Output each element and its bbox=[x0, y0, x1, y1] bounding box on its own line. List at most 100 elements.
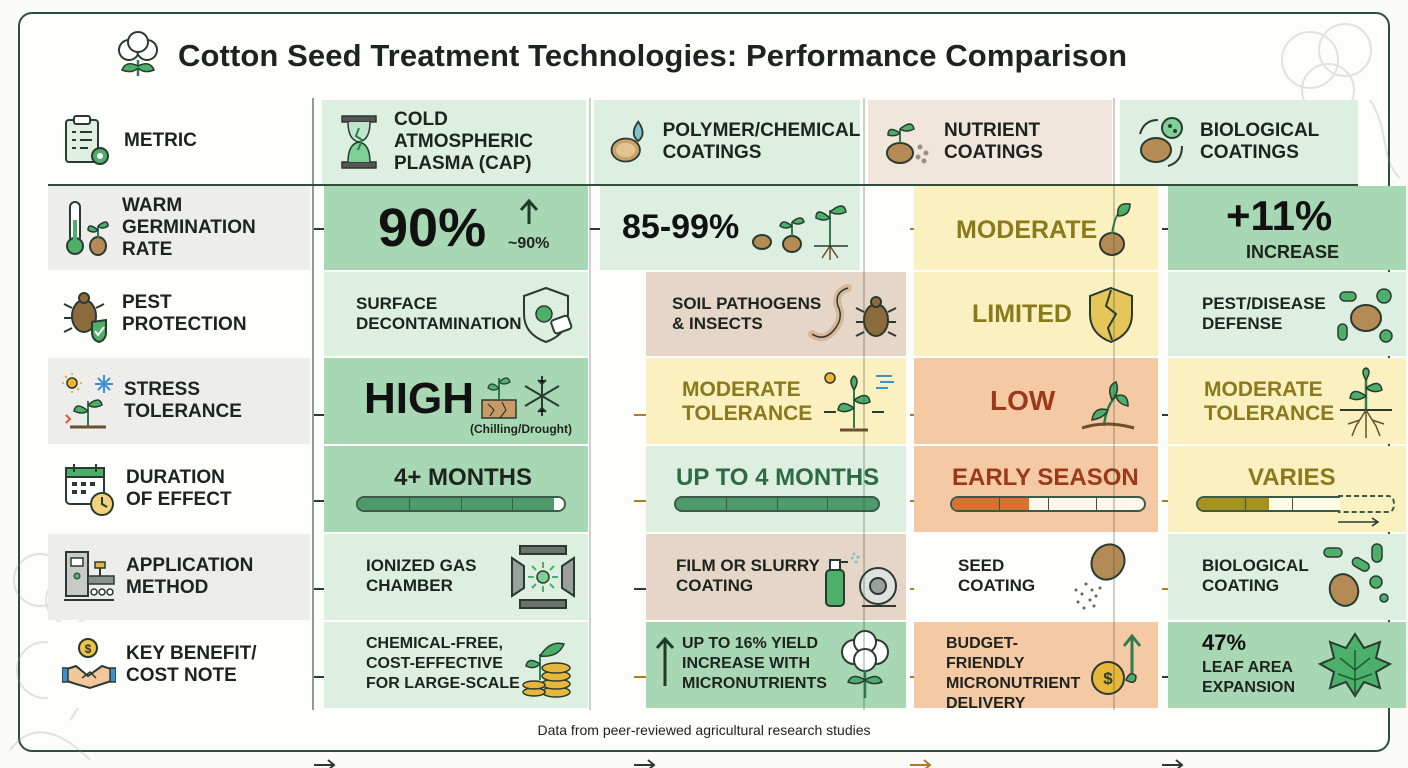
method-cap-value: IONIZED GAS CHAMBER bbox=[366, 556, 477, 595]
header-polymer: POLYMER/CHEMICAL COATINGS bbox=[594, 100, 860, 184]
pest-cap-value: SURFACE DECONTAMINATION bbox=[356, 294, 522, 333]
benefit-cap-value: CHEMICAL-FREE, COST-EFFECTIVE FOR LARGE-… bbox=[366, 635, 520, 692]
arrow-icon bbox=[634, 759, 656, 768]
plasma-chamber-icon bbox=[511, 545, 575, 609]
seed-powder-icon bbox=[1074, 543, 1126, 610]
header-nutrient: NUTRIENT COATINGS bbox=[868, 100, 1112, 184]
duration-bio-bar-seg bbox=[1293, 498, 1340, 510]
column-divider bbox=[863, 98, 865, 710]
header-cap: COLD ATMOSPHERIC PLASMA (CAP) bbox=[322, 100, 586, 184]
duration-nutrient-bar-fill bbox=[952, 498, 1001, 510]
cotton-plant-icon bbox=[841, 630, 889, 698]
plant-snowflake-icon bbox=[481, 376, 560, 419]
germination-nutrient-value: MODERATE bbox=[956, 216, 1098, 244]
pest-label: PEST PROTECTION bbox=[122, 292, 247, 335]
pest-polymer-value: SOIL PATHOGENS & INSECTS bbox=[672, 294, 822, 333]
row-label-duration: DURATION OF EFFECT bbox=[48, 446, 310, 532]
duration-bio-bar-fill bbox=[1198, 498, 1246, 510]
arrow-up-icon bbox=[655, 636, 675, 686]
duration-nutrient-cell: EARLY SEASON bbox=[914, 446, 1158, 532]
benefit-nutrient-cell: BUDGET-FRIENDLY MICRONUTRIENT DELIVERY $ bbox=[914, 622, 1158, 708]
duration-bio-value: VARIES bbox=[1248, 464, 1336, 491]
duration-polymer-value: UP TO 4 MONTHS bbox=[676, 464, 880, 491]
germination-cap-sub: ~90% bbox=[508, 235, 550, 252]
duration-label: DURATION OF EFFECT bbox=[126, 467, 232, 510]
method-nutrient-value: SEED COATING bbox=[958, 556, 1036, 595]
coin-growth-icon: $ bbox=[1091, 633, 1142, 695]
duration-cap-value: 4+ MONTHS bbox=[394, 464, 533, 491]
title-row: Cotton Seed Treatment Technologies: Perf… bbox=[112, 28, 1127, 84]
duration-cap-bar bbox=[356, 496, 566, 512]
pest-bio-value: PEST/DISEASE DEFENSE bbox=[1202, 294, 1326, 333]
plant-roots-icon bbox=[1340, 367, 1392, 438]
factory-machine-icon bbox=[64, 551, 115, 601]
pest-bio-cell: PEST/DISEASE DEFENSE bbox=[1168, 272, 1406, 356]
cap-header-label: COLD ATMOSPHERIC PLASMA (CAP) bbox=[394, 109, 533, 174]
cotton-boll-icon bbox=[118, 31, 158, 76]
stress-cap-value: HIGH bbox=[364, 374, 474, 423]
germination-polymer-cell: 85-99% bbox=[600, 186, 860, 270]
handshake-coin-icon: $ bbox=[62, 638, 116, 690]
duration-bio-bar-fill bbox=[1245, 498, 1294, 510]
coins-sprout-icon bbox=[522, 642, 571, 698]
duration-polymer-bar-seg bbox=[828, 498, 878, 510]
duration-bio-bar bbox=[1196, 496, 1340, 512]
duration-nutrient-bar bbox=[950, 496, 1146, 512]
duration-cap-bar-fill-a bbox=[358, 498, 410, 510]
pest-polymer-cell: SOIL PATHOGENS & INSECTS bbox=[646, 272, 906, 356]
germinating-seeds-icon bbox=[752, 205, 848, 260]
stress-bio-cell: MODERATE TOLERANCE bbox=[1168, 358, 1406, 444]
clipboard-gear-icon bbox=[65, 115, 109, 165]
arrow-up-icon bbox=[519, 198, 539, 224]
seed-bacteria-icon bbox=[1323, 543, 1389, 607]
leaf-icon bbox=[1318, 632, 1392, 698]
germination-bio-cell: +11% INCREASE bbox=[1168, 186, 1406, 270]
header-bio: BIOLOGICAL COATINGS bbox=[1120, 100, 1358, 184]
stress-nutrient-cell: LOW bbox=[914, 358, 1158, 444]
source-footnote: Data from peer-reviewed agricultural res… bbox=[537, 722, 871, 738]
duration-nutrient-value: EARLY SEASON bbox=[952, 464, 1139, 491]
germination-cap-value: 90% bbox=[378, 198, 487, 258]
calendar-clock-icon bbox=[65, 464, 114, 516]
germination-cap-cell: 90% ~90% bbox=[324, 186, 588, 270]
method-cap-cell: IONIZED GAS CHAMBER bbox=[324, 534, 588, 620]
arrow-icon bbox=[910, 759, 932, 768]
germination-nutrient-cell: MODERATE bbox=[914, 186, 1158, 270]
stress-cap-sub: (Chilling/Drought) bbox=[470, 422, 572, 436]
method-bio-cell: BIOLOGICAL COATING bbox=[1168, 534, 1406, 620]
stress-bio-value: MODERATE TOLERANCE bbox=[1204, 378, 1335, 425]
plant-sun-wind-icon bbox=[824, 372, 894, 432]
duration-polymer-bar-seg bbox=[676, 498, 727, 510]
wilted-plant-icon bbox=[1081, 381, 1135, 430]
duration-cap-bar-fill-b bbox=[409, 498, 462, 510]
seed-sprout-granules-icon bbox=[886, 123, 929, 164]
pest-nutrient-value: LIMITED bbox=[972, 300, 1072, 328]
column-divider bbox=[312, 98, 314, 710]
benefit-bio-sub: LEAF AREA EXPANSION bbox=[1202, 659, 1296, 696]
arrow-icon bbox=[1162, 759, 1184, 768]
duration-polymer-bar bbox=[674, 496, 880, 512]
row-label-stress: STRESS TOLERANCE bbox=[48, 358, 310, 444]
stress-polymer-cell: MODERATE TOLERANCE bbox=[646, 358, 906, 444]
benefit-bio-cell: 47% LEAF AREA EXPANSION bbox=[1168, 622, 1406, 708]
benefit-nutrient-value: BUDGET-FRIENDLY MICRONUTRIENT DELIVERY bbox=[946, 635, 1081, 708]
duration-polymer-cell: UP TO 4 MONTHS bbox=[646, 446, 906, 532]
method-bio-value: BIOLOGICAL COATING bbox=[1202, 556, 1309, 595]
nutrient-header-label: NUTRIENT COATINGS bbox=[944, 120, 1043, 163]
header-divider bbox=[48, 184, 1358, 186]
page-title: Cotton Seed Treatment Technologies: Perf… bbox=[178, 38, 1128, 73]
benefit-polymer-value: UP TO 16% YIELD INCREASE WITH MICRONUTRI… bbox=[682, 635, 827, 692]
thermometer-sprout-icon bbox=[66, 201, 109, 256]
svg-text:$: $ bbox=[1103, 669, 1113, 688]
worm-beetle-icon bbox=[808, 284, 897, 342]
method-label: APPLICATION METHOD bbox=[126, 555, 254, 598]
comparison-table: METRIC COLD ATMOSPHERIC PLASMA (CAP) POL… bbox=[48, 98, 1406, 768]
method-polymer-value: FILM OR SLURRY COATING bbox=[676, 556, 820, 595]
metric-header-label: METRIC bbox=[124, 130, 197, 151]
duration-cap-bar-fill-d bbox=[513, 498, 564, 510]
beetle-shield-icon bbox=[63, 292, 107, 344]
pest-cap-cell: SURFACE DECONTAMINATION bbox=[324, 272, 588, 356]
row-label-benefit: $ KEY BENEFIT/ COST NOTE bbox=[48, 622, 310, 708]
duration-nutrient-bar-fill bbox=[1000, 498, 1049, 510]
column-divider bbox=[1113, 98, 1115, 710]
